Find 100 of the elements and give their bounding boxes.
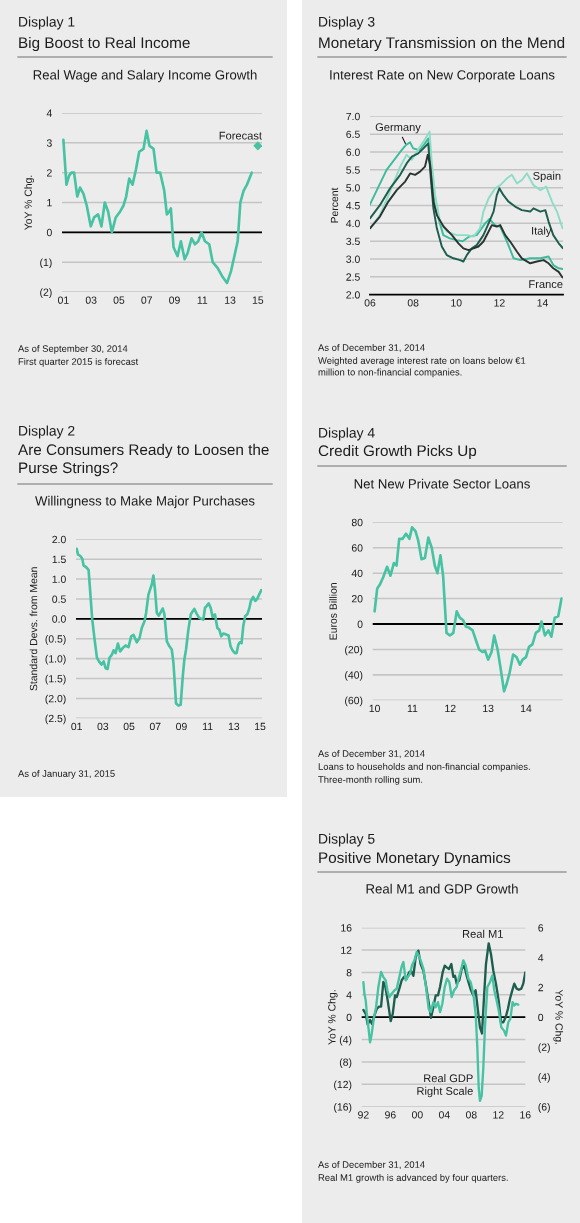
- text: Display 2: [19, 425, 75, 439]
- y-tick-label: 2.0: [346, 291, 360, 299]
- y-tick-label: 8: [346, 968, 352, 977]
- chart-title: Positive Monetary Dynamics: [319, 851, 511, 867]
- x-tick-label: 11: [203, 722, 213, 731]
- y-tick-label: 4: [346, 991, 352, 999]
- text: As of September 30, 2014: [18, 345, 128, 354]
- y-tick-label: 4.5: [346, 202, 360, 210]
- y-tick-label: (20): [345, 645, 363, 656]
- series-label: Italy: [532, 226, 552, 237]
- text: As of December 31, 2014: [318, 344, 425, 353]
- chart-subtitle: Real Wage and Salary Income Growth: [33, 69, 257, 83]
- text: Display 1: [19, 16, 75, 30]
- y-tick-label: 12: [341, 946, 352, 954]
- y-tick-label: (2): [40, 288, 52, 298]
- y-tick-label: (1.5): [45, 674, 66, 685]
- text: As of December 31, 2014: [318, 750, 425, 759]
- x-tick-label: 14: [520, 704, 532, 713]
- text: As of December 31, 2014: [318, 1161, 425, 1170]
- chart-subtitle: Net New Private Sector Loans: [354, 478, 530, 489]
- y-tick-label: 80: [351, 518, 363, 527]
- x-tick-label: 15: [255, 722, 266, 731]
- y-tick-label: 0: [346, 1013, 352, 1022]
- y-tick-label: 5.5: [346, 166, 360, 174]
- y-tick-label: 2.0: [52, 535, 66, 544]
- x-tick-label: 04: [438, 1111, 450, 1119]
- y-tick-label: 16: [341, 924, 352, 932]
- line-series: [373, 526, 563, 693]
- y-tick-label: 0.5: [52, 595, 66, 603]
- chart-title: Monetary Transmission on the Mend: [319, 36, 565, 52]
- y-axis-title: YoY % Chg.: [24, 175, 34, 231]
- text: Weighted average interest rate on loans below €1 million to non-financial companies.: [318, 357, 526, 378]
- y-tick-label: 4: [46, 109, 52, 117]
- y-tick-label: 3: [46, 139, 52, 147]
- x-tick-label: 10: [369, 704, 380, 713]
- x-tick-label: 03: [97, 722, 109, 731]
- y-axis-title: YoY % Chg.: [327, 990, 338, 1045]
- y-tick-label: (1): [40, 258, 52, 269]
- y-tick-label: (0.5): [45, 634, 66, 645]
- y-tick-label: 6.5: [346, 130, 360, 139]
- y-tick-label: 1: [47, 199, 52, 207]
- y-tick-label: (4): [339, 1035, 352, 1046]
- x-tick-label: 10: [451, 299, 462, 307]
- x-tick-label: 13: [228, 722, 240, 731]
- line-series: [362, 942, 526, 1035]
- y-tick-label: 7.0: [346, 112, 360, 121]
- series-label: Forecast: [219, 131, 262, 140]
- y-tick-label: 2.5: [346, 273, 360, 281]
- series-label: Real GDP Right Scale: [417, 1074, 473, 1098]
- y-tick-label: (12): [334, 1080, 352, 1091]
- y-tick-label: (1.0): [45, 654, 66, 665]
- chart-title: Credit Growth Picks Up: [318, 444, 477, 460]
- x-tick-label: 01: [71, 722, 82, 731]
- y-tick-label: 4.0: [346, 219, 360, 228]
- y-tick-label: 0.0: [52, 615, 66, 623]
- y-tick-label: 5.0: [346, 184, 360, 192]
- y-tick-label: (8): [339, 1058, 352, 1068]
- x-tick-label: 12: [493, 1111, 504, 1119]
- x-tick-label: 15: [252, 296, 264, 304]
- x-tick-label: 08: [407, 299, 419, 307]
- line-series: [76, 547, 262, 707]
- y-tick-label: 1.0: [52, 575, 66, 583]
- x-tick-label: 12: [494, 299, 505, 307]
- series-label: Germany: [375, 123, 421, 134]
- y-tick-label: 0: [357, 620, 363, 628]
- text: Three-month rolling sum.: [318, 776, 423, 785]
- text: As of January 31, 2015: [18, 770, 115, 779]
- line-series: [370, 153, 563, 279]
- y2-axis-title: YoY % Chg.: [553, 989, 564, 1045]
- x-tick-label: 05: [123, 722, 135, 731]
- x-tick-label: 14: [537, 299, 548, 307]
- y-axis-title: Euros Billion: [329, 583, 337, 640]
- text: Loans to households and non-financial companies.: [318, 763, 530, 772]
- x-tick-label: 08: [465, 1111, 477, 1119]
- x-tick-label: 03: [85, 296, 97, 304]
- y-tick-label: 40: [351, 569, 363, 578]
- chart-title: Big Boost to Real Income: [19, 36, 190, 52]
- y-tick-label: 2: [47, 169, 52, 177]
- y-tick-label: 6.0: [346, 148, 360, 156]
- y-tick-label: 3.5: [346, 237, 360, 246]
- x-tick-label: 12: [445, 704, 456, 713]
- x-tick-label: 07: [149, 722, 161, 731]
- line-series: [362, 950, 520, 1103]
- y2-tick-label: 0: [538, 1013, 544, 1022]
- x-tick-label: 09: [176, 722, 187, 731]
- y2-tick-label: (4): [538, 1073, 550, 1083]
- y2-tick-label: 6: [538, 924, 544, 932]
- y2-tick-label: (2): [538, 1043, 550, 1053]
- x-tick-label: 92: [358, 1111, 369, 1119]
- x-tick-label: 16: [520, 1111, 531, 1119]
- chart-title: Are Consumers Ready to Loosen the Purse Strings?: [18, 443, 269, 477]
- x-tick-label: 09: [169, 296, 180, 304]
- x-tick-label: 96: [385, 1111, 396, 1119]
- y-tick-label: 3.0: [346, 255, 360, 263]
- x-tick-label: 13: [225, 296, 236, 304]
- y2-tick-label: (6): [538, 1102, 550, 1113]
- y2-tick-label: 2: [538, 983, 544, 992]
- chart-subtitle: Willingness to Make Major Purchases: [35, 495, 255, 509]
- series-label: France: [529, 280, 563, 289]
- x-tick-label: 11: [197, 296, 208, 304]
